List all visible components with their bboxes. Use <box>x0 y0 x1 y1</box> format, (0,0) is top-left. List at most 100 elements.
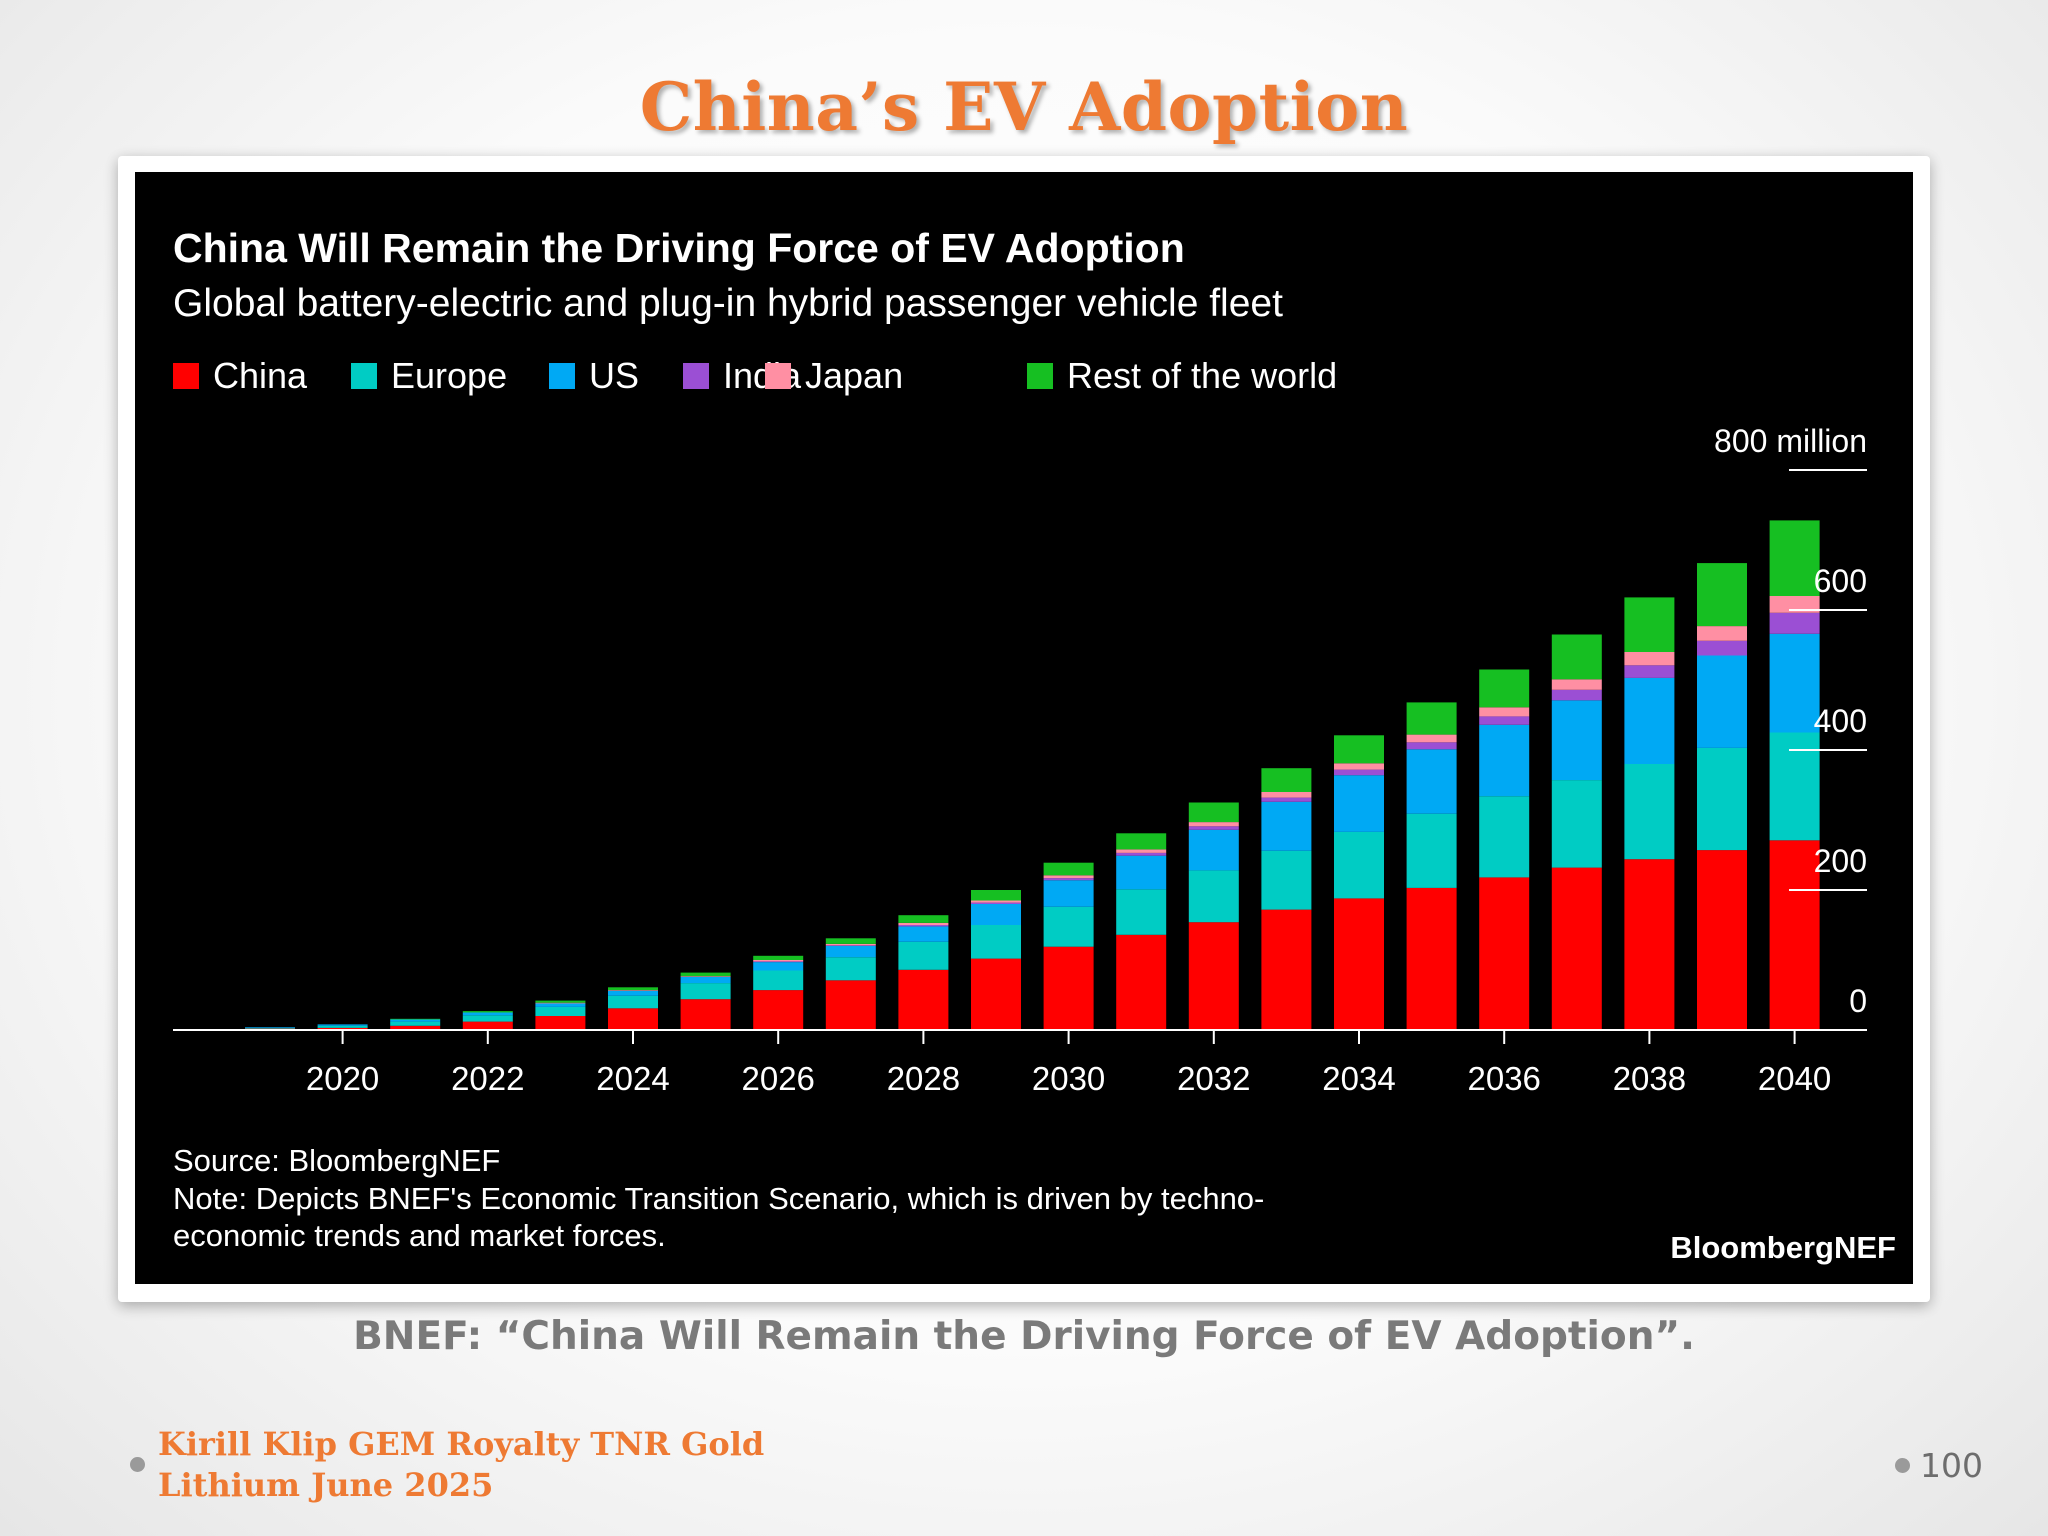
bar-segment <box>535 1006 586 1016</box>
bar-segment <box>753 970 804 991</box>
bar-segment <box>1479 724 1530 797</box>
x-tick-label: 2020 <box>306 1060 379 1097</box>
bar-segment <box>1188 829 1239 871</box>
legend-swatch <box>765 363 791 389</box>
bar-segment <box>1261 768 1312 792</box>
bar-segment <box>317 1025 368 1028</box>
bar-segment <box>825 957 876 981</box>
legend-swatch <box>173 363 199 389</box>
bar-segment <box>898 969 949 1030</box>
footer-bullet-icon <box>130 1457 145 1472</box>
bloombergnef-logo: BloombergNEF <box>1670 1230 1896 1265</box>
bar-segment <box>1551 700 1602 781</box>
bar-segment <box>1188 870 1239 923</box>
bar-segment <box>608 990 658 996</box>
bar-segment <box>1261 792 1312 798</box>
note-text-line1: Note: Depicts BNEF's Economic Transition… <box>173 1181 1264 1216</box>
bar-segment <box>1116 855 1167 890</box>
bar-segment <box>1334 775 1384 832</box>
page-bullet-icon <box>1895 1458 1910 1473</box>
bar-segment <box>1334 831 1384 899</box>
bar-segment <box>1624 665 1675 678</box>
bar-segment <box>1406 702 1457 735</box>
bar-segment <box>1551 634 1602 680</box>
bar-segment <box>1697 655 1747 748</box>
bar-segment <box>1624 597 1675 652</box>
x-tick-label: 2038 <box>1613 1060 1686 1097</box>
bar-segment <box>680 999 731 1030</box>
x-tick-label: 2026 <box>741 1060 814 1097</box>
legend-label: Europe <box>391 355 507 396</box>
bar-segment <box>1116 934 1167 1030</box>
bar-segment <box>1116 849 1167 853</box>
bar-segment <box>1261 797 1312 802</box>
bar-segment <box>898 915 949 923</box>
bar-segment <box>1697 626 1747 641</box>
bar-segment <box>608 987 658 991</box>
bar-segment <box>1188 802 1239 823</box>
bar-segment <box>1479 796 1530 878</box>
bar-segment <box>317 1027 368 1030</box>
x-tick-label: 2034 <box>1322 1060 1395 1097</box>
bar-segment <box>971 958 1021 1030</box>
bar-segment <box>1769 633 1820 733</box>
bar-segment <box>1261 801 1312 851</box>
bar-segment <box>971 902 1021 904</box>
chart-subtitle: Global battery-electric and plug-in hybr… <box>173 282 1283 325</box>
bar-segment <box>1624 652 1675 666</box>
bar-segment <box>608 1008 658 1030</box>
bar-segment <box>1479 707 1530 717</box>
bar-segment <box>898 926 949 942</box>
bar-segment <box>535 1002 586 1004</box>
bar-segment <box>1261 909 1312 1030</box>
bar-segment <box>825 945 876 946</box>
bar-segment <box>535 1003 586 1007</box>
bar-segment <box>1624 764 1675 860</box>
x-tick-label: 2032 <box>1177 1060 1250 1097</box>
y-tick-label: 400 <box>1814 703 1867 739</box>
y-tick-label: 600 <box>1814 563 1867 599</box>
bar-segment <box>1043 906 1094 947</box>
bar-segment <box>1406 742 1457 750</box>
bar-segment <box>1188 822 1239 827</box>
bar-segment <box>1697 747 1747 851</box>
bar-segment <box>1043 880 1094 907</box>
bar-segment <box>317 1024 368 1026</box>
bar-segment <box>1551 780 1602 868</box>
legend-swatch <box>683 363 709 389</box>
bar-segment <box>971 925 1021 959</box>
bar-segment <box>1406 813 1457 888</box>
bar-segment <box>753 955 804 960</box>
bar-segment <box>753 962 804 971</box>
bar-segment <box>1043 875 1094 879</box>
source-text: Source: BloombergNEF <box>173 1143 500 1178</box>
bar-segment <box>1769 732 1820 841</box>
x-tick-label: 2024 <box>596 1060 669 1097</box>
y-tick-label: 200 <box>1814 843 1867 879</box>
y-tick-label: 800 million <box>1714 423 1867 459</box>
bar-segment <box>1406 749 1457 814</box>
bar-segment <box>753 990 804 1030</box>
bar-segment <box>898 925 949 927</box>
bar-segment <box>825 943 876 946</box>
bar-segment <box>1116 889 1167 935</box>
bar-segment <box>462 1011 513 1013</box>
bar-segment <box>1116 833 1167 850</box>
bar-segment <box>390 1019 441 1022</box>
bar-segment <box>898 922 949 925</box>
bar-segment <box>971 900 1021 903</box>
slide-caption: BNEF: “China Will Remain the Driving For… <box>353 1314 1695 1359</box>
footer-text: Kirill Klip GEM Royalty TNR Gold Lithium… <box>158 1424 764 1506</box>
bar-segment <box>1769 596 1820 613</box>
bar-segment <box>390 1021 441 1026</box>
bar-segment <box>1551 867 1602 1030</box>
footer-line-2: Lithium June 2025 <box>158 1466 494 1504</box>
bar-segment <box>825 980 876 1030</box>
bar-segment <box>1479 877 1530 1030</box>
bar-segment <box>1043 862 1094 876</box>
stacked-bar-chart: China Will Remain the Driving Force of E… <box>173 225 1896 1265</box>
bar-segment <box>1479 716 1530 725</box>
x-tick-label: 2036 <box>1467 1060 1540 1097</box>
x-tick-label: 2022 <box>451 1060 524 1097</box>
bar-segment <box>1334 763 1384 770</box>
